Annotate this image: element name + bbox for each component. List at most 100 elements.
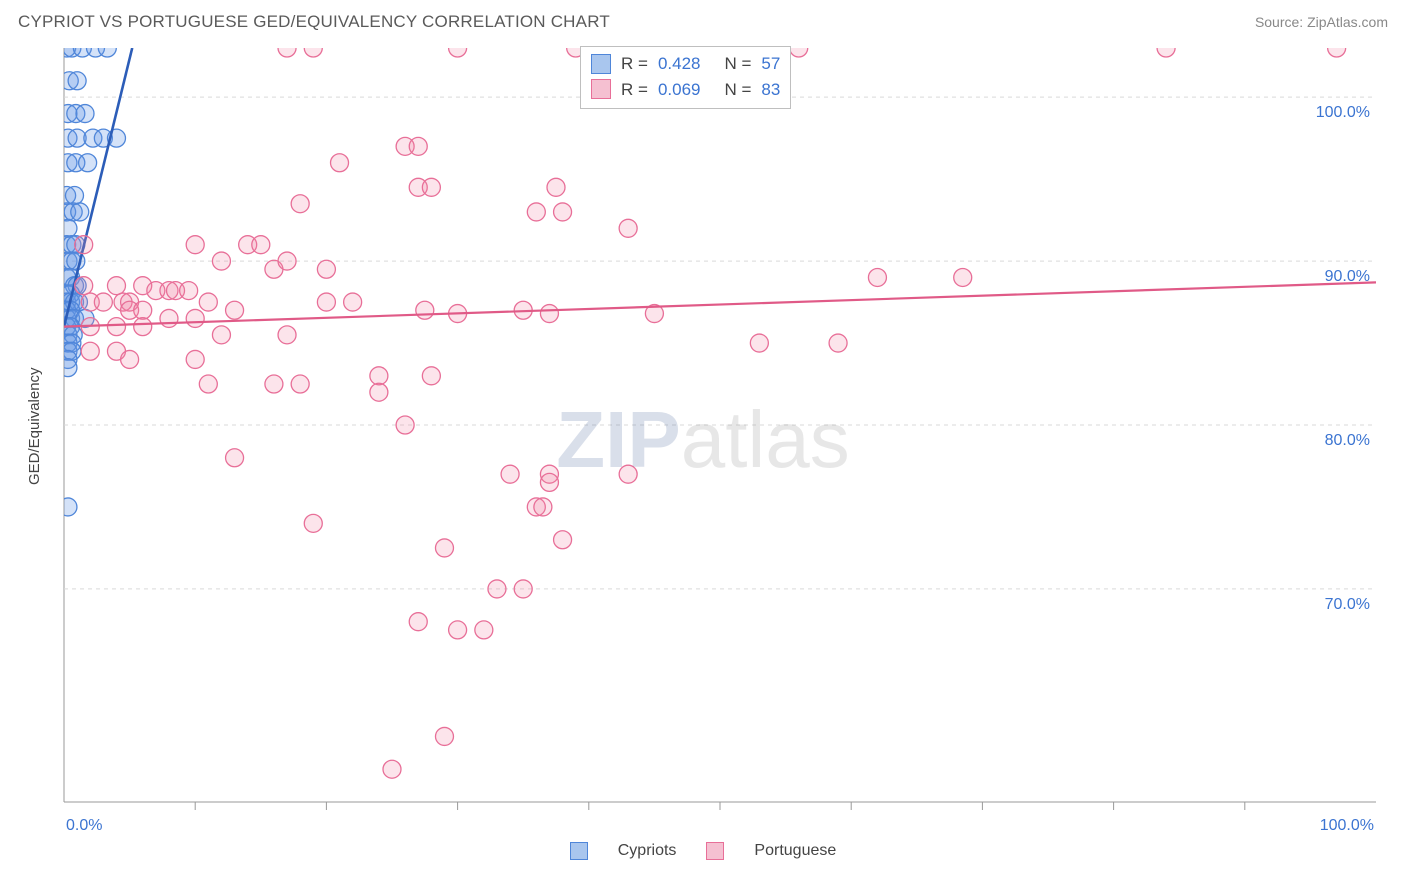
data-point — [1157, 40, 1175, 57]
stat-n-value: 83 — [761, 77, 780, 103]
data-point — [134, 318, 152, 336]
data-point — [121, 350, 139, 368]
data-point — [554, 531, 572, 549]
data-point — [422, 178, 440, 196]
data-point — [252, 236, 270, 254]
data-point — [540, 473, 558, 491]
data-point — [79, 154, 97, 172]
data-point — [134, 301, 152, 319]
y-tick-label: 100.0% — [1316, 104, 1370, 121]
legend-swatch — [591, 54, 611, 74]
data-point — [488, 580, 506, 598]
data-point — [76, 105, 94, 123]
legend-label: Cypriots — [618, 842, 677, 860]
data-point — [75, 277, 93, 295]
data-point — [304, 40, 322, 57]
data-point — [449, 621, 467, 639]
data-point — [370, 367, 388, 385]
data-point — [409, 613, 427, 631]
data-point — [501, 465, 519, 483]
data-point — [65, 187, 83, 205]
data-point — [409, 137, 427, 155]
data-point — [291, 195, 309, 213]
y-axis-label: GED/Equivalency — [26, 367, 43, 485]
data-point — [59, 498, 77, 516]
data-point — [226, 301, 244, 319]
stat-r-label: R = — [621, 77, 648, 103]
data-point — [619, 219, 637, 237]
data-point — [829, 334, 847, 352]
data-point — [475, 621, 493, 639]
data-point — [212, 326, 230, 344]
data-point — [278, 326, 296, 344]
data-point — [98, 40, 116, 57]
data-point — [226, 449, 244, 467]
legend-swatch — [706, 842, 724, 860]
stat-n-label: N = — [724, 51, 751, 77]
stat-r-value: 0.069 — [658, 77, 701, 103]
data-point — [331, 154, 349, 172]
data-point — [396, 416, 414, 434]
data-point — [304, 514, 322, 532]
data-point — [383, 760, 401, 778]
data-point — [71, 203, 89, 221]
data-point — [265, 375, 283, 393]
data-point — [180, 282, 198, 300]
data-point — [107, 318, 125, 336]
stats-row: R = 0.428 N = 57 — [591, 51, 780, 77]
stat-n-label: N = — [724, 77, 751, 103]
data-point — [317, 293, 335, 311]
data-point — [547, 178, 565, 196]
stat-n-value: 57 — [761, 51, 780, 77]
data-point — [160, 309, 178, 327]
data-point — [107, 277, 125, 295]
data-point — [422, 367, 440, 385]
data-point — [212, 252, 230, 270]
data-point — [278, 40, 296, 57]
x-tick-label: 0.0% — [66, 817, 102, 834]
data-point — [527, 203, 545, 221]
data-point — [94, 293, 112, 311]
stats-legend-box: R = 0.428 N = 57 R = 0.069 N = 83 — [580, 46, 791, 109]
data-point — [449, 40, 467, 57]
data-point — [514, 580, 532, 598]
data-point — [540, 305, 558, 323]
data-point — [59, 359, 77, 377]
legend-swatch — [591, 79, 611, 99]
bottom-legend: Cypriots Portuguese — [0, 842, 1406, 860]
chart-title: CYPRIOT VS PORTUGUESE GED/EQUIVALENCY CO… — [18, 12, 610, 32]
y-tick-label: 80.0% — [1325, 432, 1370, 449]
data-point — [75, 236, 93, 254]
x-tick-label: 100.0% — [1320, 817, 1374, 834]
data-point — [1328, 40, 1346, 57]
data-point — [750, 334, 768, 352]
legend-label: Portuguese — [754, 842, 836, 860]
correlation-scatter-chart: 70.0%80.0%90.0%100.0%0.0%100.0% — [18, 40, 1388, 840]
data-point — [619, 465, 637, 483]
data-point — [435, 727, 453, 745]
stat-r-value: 0.428 — [658, 51, 701, 77]
source-label: Source: ZipAtlas.com — [1255, 14, 1388, 30]
data-point — [278, 252, 296, 270]
data-point — [186, 309, 204, 327]
data-point — [868, 268, 886, 286]
legend-swatch — [570, 842, 588, 860]
data-point — [370, 383, 388, 401]
data-point — [790, 40, 808, 57]
data-point — [59, 219, 77, 237]
data-point — [199, 293, 217, 311]
data-point — [199, 375, 217, 393]
data-point — [435, 539, 453, 557]
data-point — [534, 498, 552, 516]
data-point — [68, 72, 86, 90]
data-point — [186, 350, 204, 368]
stats-row: R = 0.069 N = 83 — [591, 77, 780, 103]
data-point — [186, 236, 204, 254]
data-point — [344, 293, 362, 311]
data-point — [416, 301, 434, 319]
data-point — [291, 375, 309, 393]
trend-line — [64, 282, 1376, 326]
y-tick-label: 70.0% — [1325, 596, 1370, 613]
data-point — [554, 203, 572, 221]
stat-r-label: R = — [621, 51, 648, 77]
